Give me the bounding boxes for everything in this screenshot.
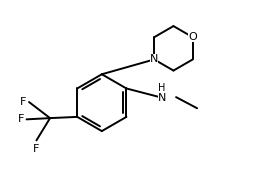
Text: O: O [188,32,197,42]
Text: N: N [150,54,158,64]
Text: N: N [158,93,166,103]
Text: F: F [18,114,24,124]
Text: F: F [33,144,40,154]
Text: H: H [158,83,165,93]
Text: F: F [20,97,27,107]
